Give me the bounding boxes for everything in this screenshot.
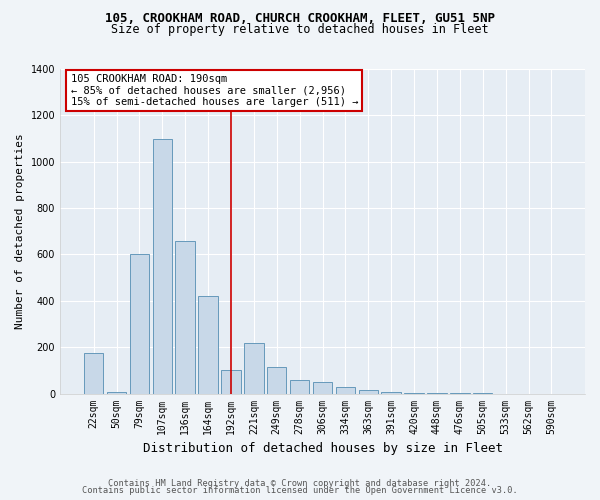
Bar — [382, 392, 401, 394]
Bar — [335, 387, 355, 394]
Bar — [359, 390, 378, 394]
Bar — [84, 353, 103, 394]
Bar — [199, 296, 218, 394]
Text: 105, CROOKHAM ROAD, CHURCH CROOKHAM, FLEET, GU51 5NP: 105, CROOKHAM ROAD, CHURCH CROOKHAM, FLE… — [105, 12, 495, 26]
Bar — [404, 392, 424, 394]
Bar — [290, 380, 310, 394]
Bar — [221, 370, 241, 394]
Bar — [152, 138, 172, 394]
Bar — [313, 382, 332, 394]
Text: Contains public sector information licensed under the Open Government Licence v3: Contains public sector information licen… — [82, 486, 518, 495]
Text: Contains HM Land Registry data © Crown copyright and database right 2024.: Contains HM Land Registry data © Crown c… — [109, 478, 491, 488]
Bar — [267, 367, 286, 394]
Bar — [107, 392, 126, 394]
Bar — [130, 254, 149, 394]
Bar — [175, 240, 195, 394]
Text: 105 CROOKHAM ROAD: 190sqm
← 85% of detached houses are smaller (2,956)
15% of se: 105 CROOKHAM ROAD: 190sqm ← 85% of detac… — [71, 74, 358, 107]
Text: Size of property relative to detached houses in Fleet: Size of property relative to detached ho… — [111, 22, 489, 36]
Y-axis label: Number of detached properties: Number of detached properties — [15, 134, 25, 329]
Bar — [244, 342, 263, 394]
X-axis label: Distribution of detached houses by size in Fleet: Distribution of detached houses by size … — [143, 442, 503, 455]
